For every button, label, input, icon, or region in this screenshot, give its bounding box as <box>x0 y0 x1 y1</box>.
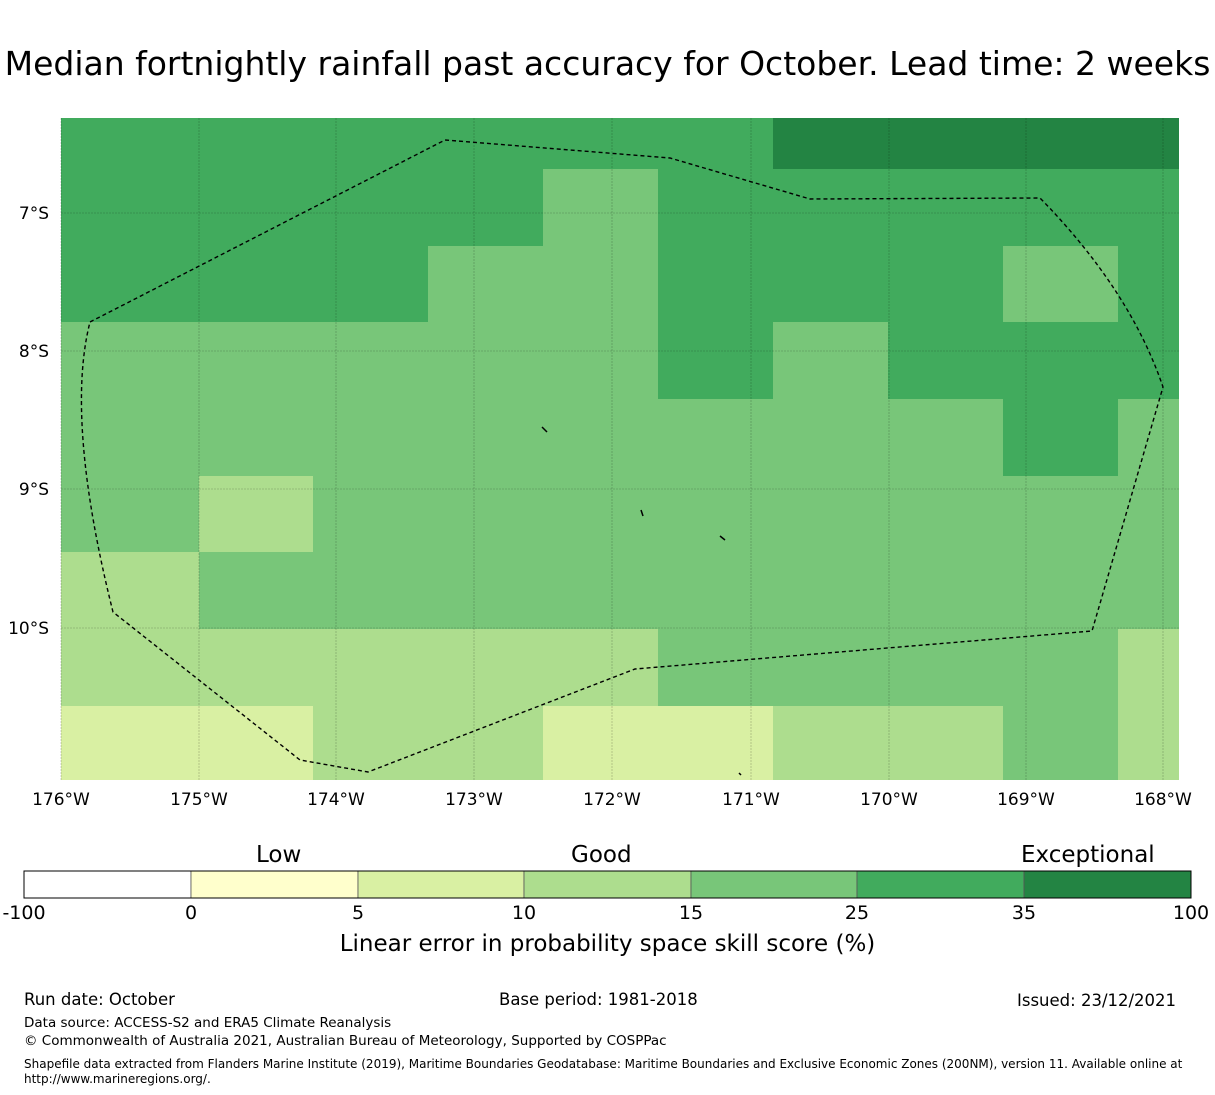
colorbar-swatch <box>523 870 692 899</box>
longitude-label: 176°W <box>32 790 90 810</box>
map-cell <box>61 476 199 552</box>
map-cell <box>61 118 773 169</box>
shapefile-url: http://www.marineregions.org/. <box>24 1072 211 1086</box>
longitude-label: 174°W <box>307 790 365 810</box>
longitude-label: 171°W <box>722 790 780 810</box>
issued-date: Issued: 23/12/2021 <box>1017 991 1177 1010</box>
latitude-label: 9°S <box>19 480 49 500</box>
map-cell <box>658 322 773 399</box>
data-source: Data source: ACCESS-S2 and ERA5 Climate … <box>24 1015 392 1031</box>
map-cell <box>61 169 543 246</box>
run-date: Run date: October <box>24 990 175 1009</box>
map-cell <box>61 246 428 322</box>
colorbar-swatch <box>357 870 525 899</box>
map-cell <box>61 706 313 780</box>
map-cell <box>61 629 658 706</box>
map-cell <box>658 246 1003 322</box>
colorbar-swatch <box>23 870 192 899</box>
category-exceptional: Exceptional <box>1021 842 1155 868</box>
island-4 <box>738 772 742 776</box>
map-cell <box>313 476 1179 552</box>
longitude-label: 169°W <box>997 790 1055 810</box>
map-cell <box>61 399 1003 476</box>
latitude-label: 8°S <box>19 342 49 362</box>
colorbar-tick-label: 100 <box>1172 902 1210 924</box>
map-cell <box>1118 399 1179 476</box>
colorbar-swatch <box>1023 870 1192 899</box>
category-good: Good <box>571 842 632 868</box>
map-cell <box>61 552 199 629</box>
map-cell <box>1003 399 1118 476</box>
shapefile-credit: Shapefile data extracted from Flanders M… <box>24 1057 1183 1071</box>
map-title: Median fortnightly rainfall past accurac… <box>4 44 1211 83</box>
category-low: Low <box>256 842 302 868</box>
colorbar-frame <box>23 870 1192 899</box>
map-cell <box>658 629 1118 706</box>
map-cell <box>658 169 1179 246</box>
colorbar-tick-label: 25 <box>844 902 870 924</box>
colorbar-tick-label: 10 <box>511 902 537 924</box>
map-cell <box>543 169 658 246</box>
latitude-label: 10°S <box>8 619 49 639</box>
copyright: © Commonwealth of Australia 2021, Austra… <box>24 1033 667 1049</box>
map-cell <box>1118 246 1179 322</box>
island-2 <box>640 509 644 517</box>
island-1 <box>541 426 548 433</box>
map-cell <box>543 706 773 780</box>
latitude-labels: 7°S 8°S 9°S 10°S <box>8 204 49 639</box>
longitude-label: 168°W <box>1134 790 1192 810</box>
colorbar-swatch <box>856 870 1025 899</box>
colorbar-tick-label: 15 <box>678 902 704 924</box>
longitude-label: 175°W <box>170 790 228 810</box>
colorbar-tick-label: 35 <box>1011 902 1037 924</box>
map-cell <box>773 706 1003 780</box>
island-3 <box>719 535 726 541</box>
graticule <box>60 118 1179 780</box>
map-cell <box>61 322 658 399</box>
eez-boundary <box>80 139 1164 773</box>
colorbar <box>23 870 1192 899</box>
colorbar-swatch <box>190 870 359 899</box>
map-cell <box>428 246 658 322</box>
map-cell <box>1118 706 1179 780</box>
latitude-label: 7°S <box>19 204 49 224</box>
map-cell <box>773 322 888 399</box>
longitude-label: 170°W <box>860 790 918 810</box>
skill-cells <box>61 118 1179 780</box>
longitude-label: 172°W <box>583 790 641 810</box>
base-period: Base period: 1981-2018 <box>499 990 698 1009</box>
colorbar-swatch <box>690 870 858 899</box>
map-cell <box>773 118 1179 169</box>
map-cell <box>1003 246 1118 322</box>
map-cell <box>313 706 543 780</box>
map-cell <box>1003 706 1118 780</box>
map-cell <box>888 322 1179 399</box>
longitude-labels: 176°W 175°W 174°W 173°W 172°W 171°W 170°W 169°W… <box>32 790 1192 810</box>
colorbar-tick-label: -100 <box>2 902 46 924</box>
map-cell <box>1118 629 1179 706</box>
colorbar-label: Linear error in probability space skill … <box>339 931 876 957</box>
map-cell <box>199 476 313 552</box>
colorbar-tick-label: 0 <box>184 902 198 924</box>
map-cell <box>199 552 1179 629</box>
colorbar-tick-label: 5 <box>351 902 365 924</box>
longitude-label: 173°W <box>445 790 503 810</box>
